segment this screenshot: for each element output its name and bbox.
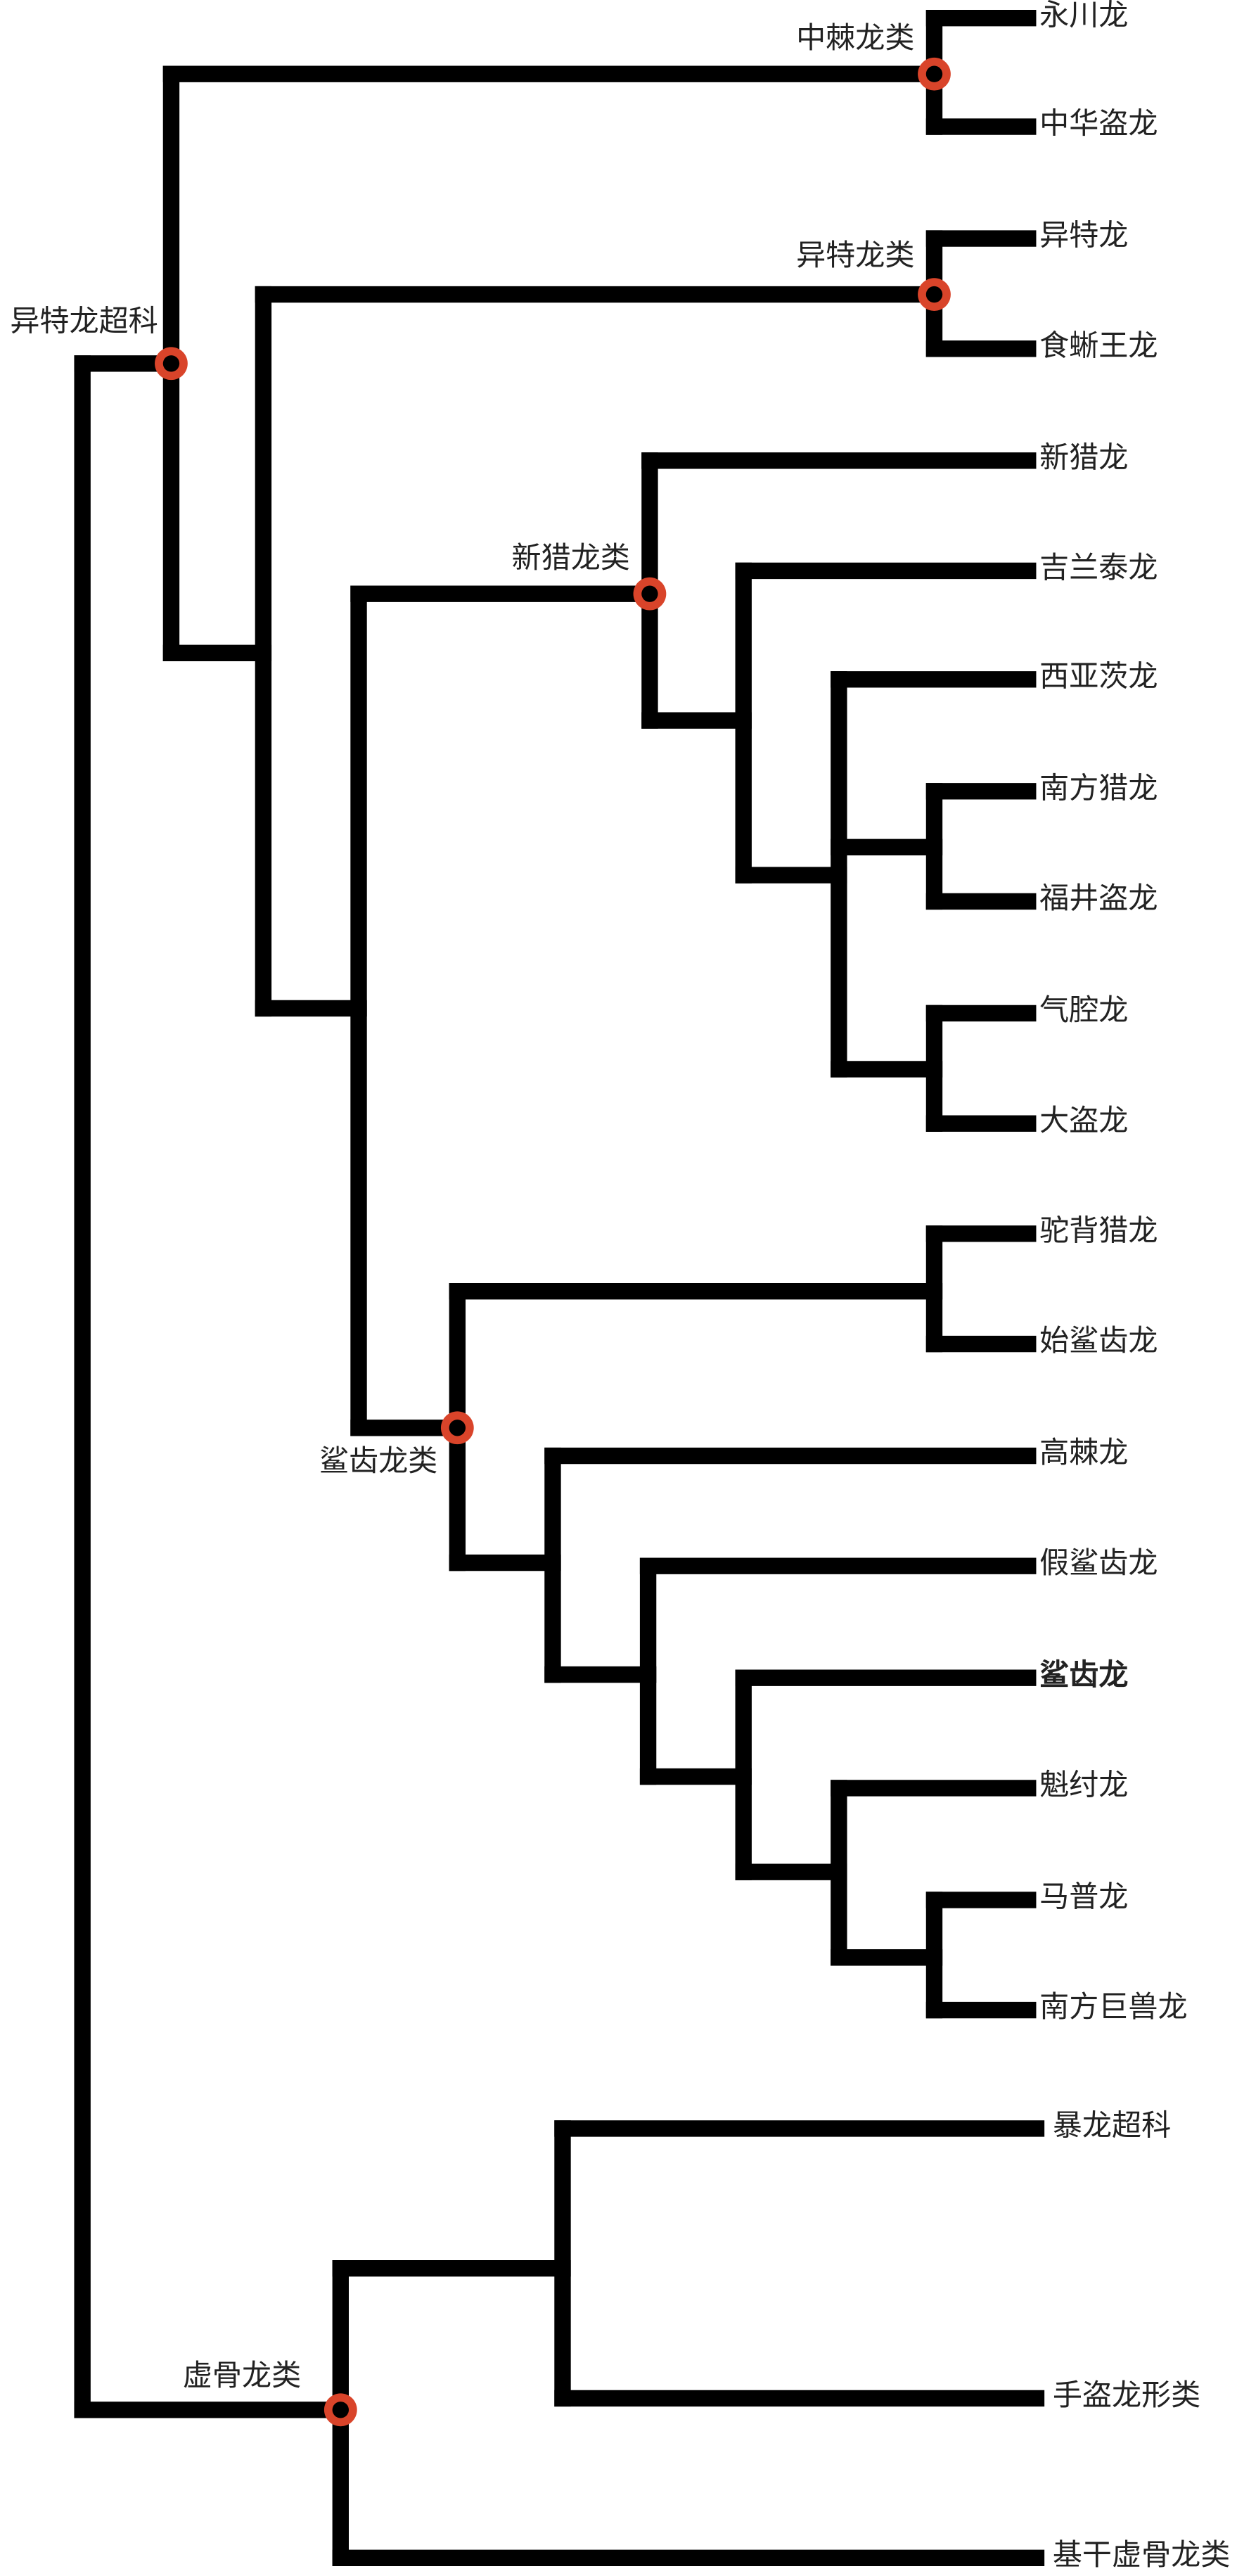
leaf-label: 手盗龙形类 [1053,2379,1200,2412]
leaf-label: 永川龙 [1039,0,1128,32]
leaf-label: 魁纣龙 [1039,1769,1128,1802]
leaf-label: 假鲨齿龙 [1039,1547,1158,1580]
node-dot [641,585,658,602]
node-label: 虚骨龙类 [183,2359,301,2392]
node-label: 鲨齿龙类 [319,1445,437,1478]
node-dot [332,2402,349,2418]
leaf-label: 福井盗龙 [1039,882,1158,915]
leaf-label: 气腔龙 [1039,994,1128,1027]
node-label: 中棘龙类 [796,22,914,55]
leaf-label: 吉兰泰龙 [1039,551,1158,585]
node-dot [449,1420,466,1436]
leaf-label: 高棘龙 [1039,1436,1128,1469]
leaf-label: 鲨齿龙 [1039,1659,1128,1692]
node-dot [925,65,943,82]
leaf-label: 马普龙 [1039,1881,1128,1914]
leaf-label: 暴龙超科 [1053,2110,1171,2143]
leaf-label: 基干虚骨龙类 [1053,2539,1230,2572]
node-label: 异特龙超科 [10,305,158,338]
leaf-label: 驼背猎龙 [1039,1214,1158,1247]
leaf-label: 西亚茨龙 [1039,660,1158,693]
leaf-label: 南方巨兽龙 [1039,1991,1187,2024]
leaf-label: 中华盗龙 [1039,108,1158,141]
node-label: 新猎龙类 [512,542,630,575]
node-dot [162,355,180,372]
leaf-label: 南方猎龙 [1039,772,1158,805]
node-label: 异特龙类 [796,239,914,272]
leaf-label: 大盗龙 [1039,1104,1128,1137]
leaf-label: 始鲨齿龙 [1039,1325,1158,1358]
leaf-label: 新猎龙 [1039,441,1128,474]
node-dot [925,286,943,303]
leaf-label: 食蜥王龙 [1039,329,1158,362]
leaf-label: 异特龙 [1039,219,1128,253]
